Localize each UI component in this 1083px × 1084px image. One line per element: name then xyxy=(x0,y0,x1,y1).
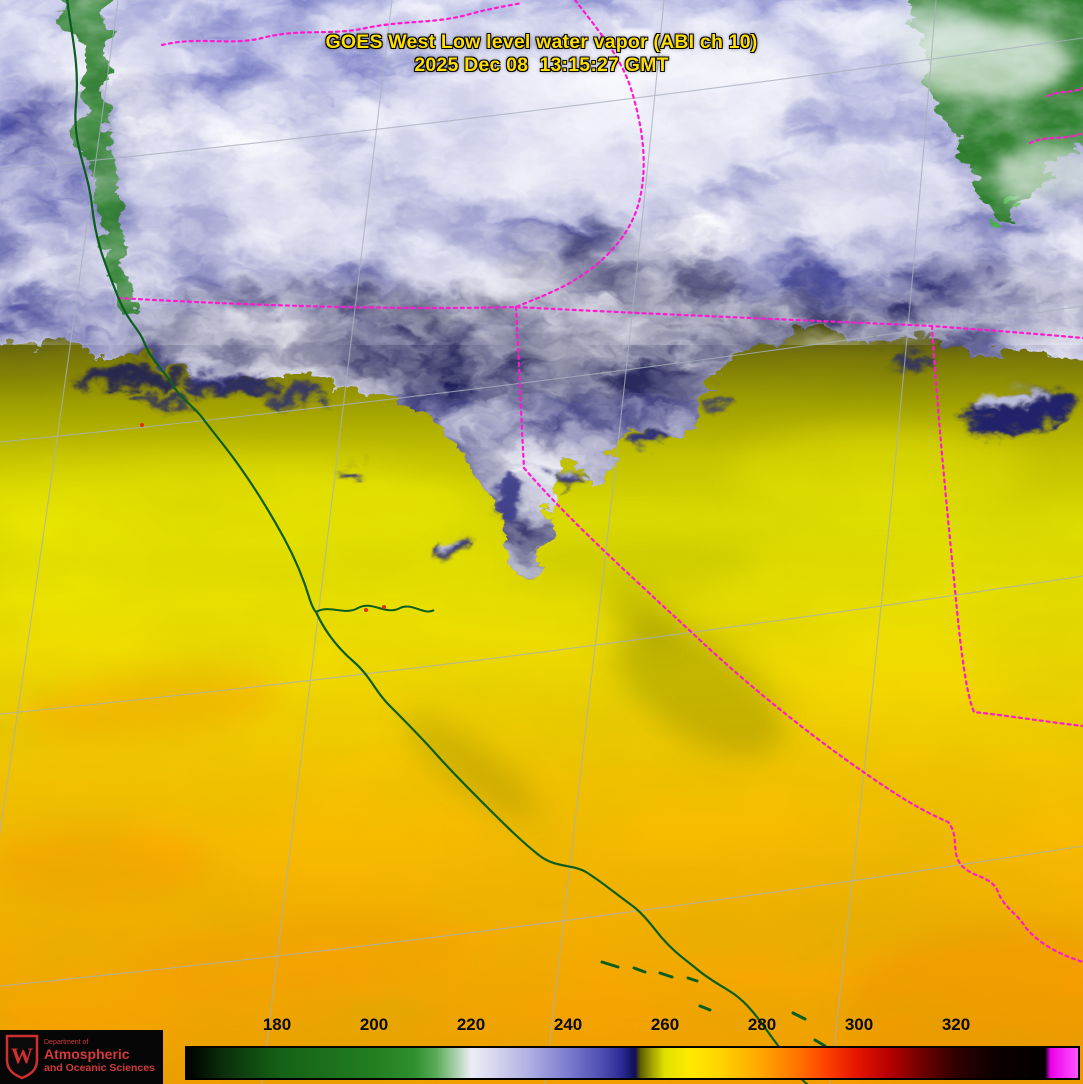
logo-text: Department of Atmospheric and Oceanic Sc… xyxy=(44,1039,155,1074)
colorbar-gradient xyxy=(185,1046,1080,1080)
logo-line1: Atmospheric xyxy=(44,1046,130,1063)
logo-line2: and Oceanic Sciences xyxy=(44,1061,155,1074)
logo-department: Department of xyxy=(44,1039,89,1047)
state-borders xyxy=(116,0,1083,964)
crest-monogram: W xyxy=(11,1043,33,1068)
image-title: GOES West Low level water vapor (ABI ch … xyxy=(325,31,758,53)
uw-aos-logo: W Department of Atmospheric and Oceanic … xyxy=(0,1030,163,1084)
image-timestamp: 2025 Dec 08 13:15:27 GMT xyxy=(414,54,669,76)
uw-crest-icon: W xyxy=(5,1034,39,1080)
title-block: GOES West Low level water vapor (ABI ch … xyxy=(0,31,1083,77)
hotspot-markers xyxy=(140,423,386,612)
detached-cloud-wisps xyxy=(62,345,1067,549)
coastline xyxy=(66,0,809,1084)
cloud-veil xyxy=(0,0,1083,345)
